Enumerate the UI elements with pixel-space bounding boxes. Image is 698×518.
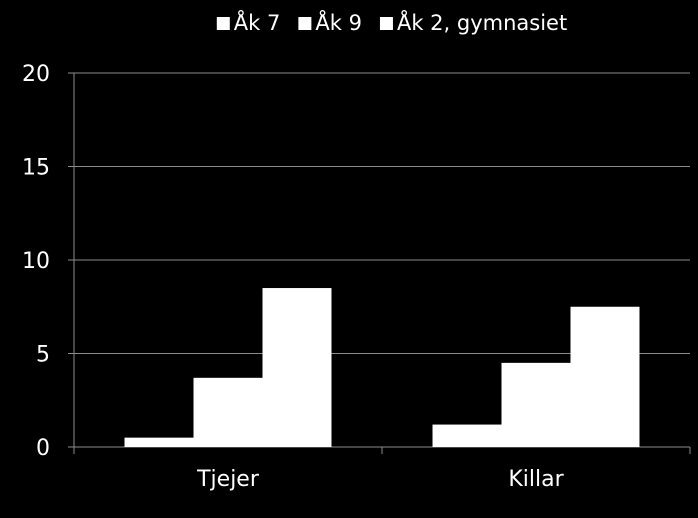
x-tick-label: Killar	[508, 467, 564, 492]
y-tick-label: 5	[36, 343, 50, 368]
bar	[262, 288, 332, 447]
bar	[124, 437, 194, 447]
legend-swatch	[216, 17, 230, 30]
bar	[501, 362, 571, 447]
y-tick-labels: 0 5 10 15 20	[22, 62, 50, 461]
legend-item: Åk 9	[298, 9, 362, 35]
y-tick-label: 20	[22, 62, 50, 87]
x-tick-labels: Tjejer Killar	[196, 467, 564, 492]
bars	[124, 288, 640, 447]
legend-label: Åk 2, gymnasiet	[397, 9, 567, 35]
legend-label: Åk 7	[234, 9, 281, 35]
x-tick-label: Tjejer	[196, 467, 260, 492]
legend-item: Åk 7	[216, 9, 281, 35]
legend-label: Åk 9	[315, 9, 362, 35]
bar	[193, 377, 263, 447]
legend-swatch	[298, 17, 312, 30]
y-tick-label: 0	[36, 436, 50, 461]
y-tick-label: 10	[22, 249, 50, 274]
legend-swatch	[379, 17, 393, 30]
bar	[570, 306, 640, 447]
legend: Åk 7 Åk 9 Åk 2, gymnasiet	[216, 9, 567, 35]
y-tick-label: 15	[22, 156, 50, 181]
bar	[432, 424, 502, 447]
legend-item: Åk 2, gymnasiet	[379, 9, 567, 35]
